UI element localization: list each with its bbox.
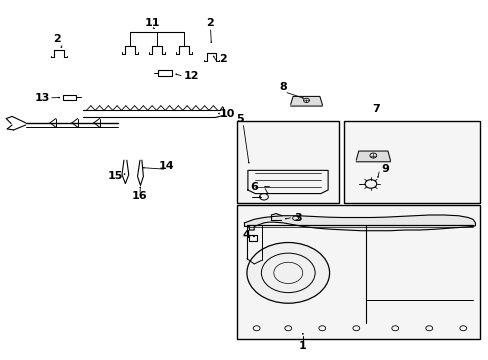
- Text: 12: 12: [183, 71, 198, 81]
- Bar: [158, 70, 171, 76]
- Polygon shape: [244, 215, 474, 231]
- Text: 15: 15: [108, 171, 123, 181]
- Text: 16: 16: [132, 191, 147, 201]
- Text: 4: 4: [243, 230, 250, 240]
- Text: 6: 6: [250, 182, 258, 192]
- Circle shape: [246, 243, 329, 303]
- Text: 2: 2: [206, 18, 214, 28]
- Text: 14: 14: [159, 161, 174, 171]
- Bar: [344, 121, 479, 203]
- Bar: [237, 205, 479, 339]
- Text: 11: 11: [144, 18, 160, 28]
- Text: 2: 2: [53, 34, 61, 44]
- Polygon shape: [290, 96, 322, 106]
- Text: 10: 10: [219, 109, 235, 119]
- Text: 8: 8: [279, 82, 286, 92]
- Bar: [63, 95, 76, 100]
- Text: 5: 5: [235, 114, 243, 124]
- Text: 2: 2: [218, 54, 226, 64]
- Text: 7: 7: [371, 104, 379, 113]
- Text: 9: 9: [381, 164, 388, 174]
- Text: 3: 3: [294, 212, 301, 222]
- Bar: [237, 121, 339, 203]
- Text: 1: 1: [298, 341, 306, 351]
- Text: 13: 13: [35, 93, 50, 103]
- Polygon shape: [356, 151, 389, 162]
